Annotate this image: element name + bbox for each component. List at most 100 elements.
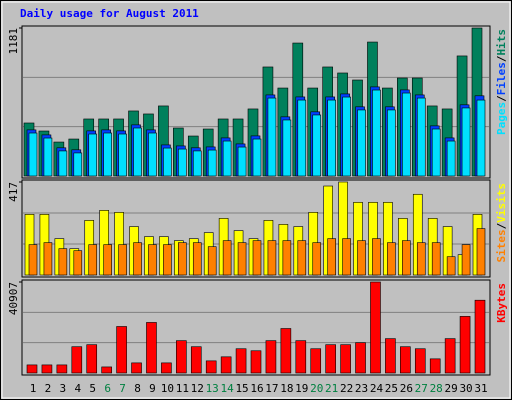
bar	[131, 362, 142, 374]
bar	[178, 148, 187, 177]
x-tick-label: 6	[104, 382, 111, 395]
x-tick-label: 19	[295, 382, 308, 395]
bar	[133, 242, 142, 276]
x-tick-label: 24	[370, 382, 384, 395]
bar	[71, 346, 83, 374]
bar	[116, 326, 127, 374]
legend-separator: /	[495, 222, 508, 229]
bar	[237, 146, 247, 177]
bar	[416, 242, 426, 276]
bar	[385, 338, 396, 374]
x-tick-label: 13	[206, 382, 219, 395]
bar	[41, 364, 53, 374]
bar	[237, 242, 247, 276]
bar	[327, 238, 336, 276]
bar	[101, 366, 112, 374]
bar	[400, 346, 411, 374]
x-tick-label: 28	[430, 382, 443, 395]
bar	[295, 340, 307, 374]
bar	[342, 96, 351, 177]
bar	[282, 119, 292, 177]
x-tick-label: 8	[134, 382, 141, 395]
x-tick-label: 12	[191, 382, 204, 395]
bar	[207, 149, 217, 177]
x-tick-label: 11	[176, 382, 189, 395]
legend-separator: /	[495, 55, 508, 62]
bar	[357, 240, 366, 276]
x-tick-label: 16	[250, 382, 263, 395]
x-tick-label: 29	[445, 382, 458, 395]
bar	[252, 240, 262, 276]
bar	[146, 322, 157, 374]
bar	[402, 92, 411, 177]
bar	[476, 228, 486, 276]
bar	[310, 348, 322, 374]
x-tick-label: 5	[89, 382, 96, 395]
x-tick-label: 2	[45, 382, 52, 395]
legend-entry: KBytes	[495, 283, 508, 323]
bar	[416, 97, 426, 177]
bar	[312, 242, 322, 276]
x-tick-label: 23	[355, 382, 368, 395]
bar	[459, 316, 471, 374]
bar	[340, 344, 351, 374]
bar	[372, 238, 381, 276]
bar	[88, 244, 98, 276]
bar	[357, 109, 366, 177]
x-tick-label: 1	[30, 382, 37, 395]
bar	[103, 132, 112, 177]
bar	[58, 248, 68, 276]
x-tick-label: 30	[459, 382, 472, 395]
legend-entry: Visits	[495, 183, 508, 223]
bar	[297, 99, 307, 177]
bar	[26, 364, 38, 374]
bar	[474, 299, 486, 374]
bar	[28, 132, 38, 177]
bar	[325, 344, 336, 374]
bar	[280, 328, 292, 374]
bar	[312, 114, 322, 177]
bar	[73, 250, 83, 276]
bar	[192, 242, 202, 276]
bar	[444, 338, 456, 374]
legend-separator: /	[495, 95, 508, 102]
x-tick-label: 31	[474, 382, 487, 395]
bar	[342, 238, 351, 276]
bar	[235, 348, 247, 374]
x-tick-label: 9	[149, 382, 156, 395]
bar	[88, 133, 98, 177]
x-tick-label: 14	[221, 382, 235, 395]
bar	[461, 107, 471, 177]
bar	[414, 348, 426, 374]
legend-entry: Pages	[495, 102, 508, 135]
bar	[205, 360, 217, 374]
bar	[73, 152, 83, 177]
bar	[267, 97, 277, 177]
bar	[250, 350, 262, 374]
x-tick-label: 15	[235, 382, 248, 395]
legend: Pages/Files/Hits	[495, 29, 508, 135]
bar	[446, 140, 456, 177]
bar	[387, 109, 396, 177]
bar	[161, 362, 172, 374]
x-tick-label: 3	[60, 382, 67, 395]
x-tick-label: 4	[74, 382, 81, 395]
bar	[178, 242, 187, 276]
bar	[118, 244, 127, 276]
bar	[327, 99, 336, 177]
bar	[148, 132, 157, 177]
bar	[28, 244, 38, 276]
bar	[476, 99, 486, 177]
bar	[297, 240, 307, 276]
bar	[118, 133, 127, 177]
y-tick-label: 417	[7, 182, 20, 202]
bar	[265, 340, 277, 374]
bar	[402, 240, 411, 276]
bar	[222, 140, 232, 177]
x-tick-label: 18	[280, 382, 293, 395]
legend: Sites/Visits	[495, 183, 508, 263]
bar	[220, 356, 232, 374]
legend-entry: Files	[495, 62, 508, 95]
